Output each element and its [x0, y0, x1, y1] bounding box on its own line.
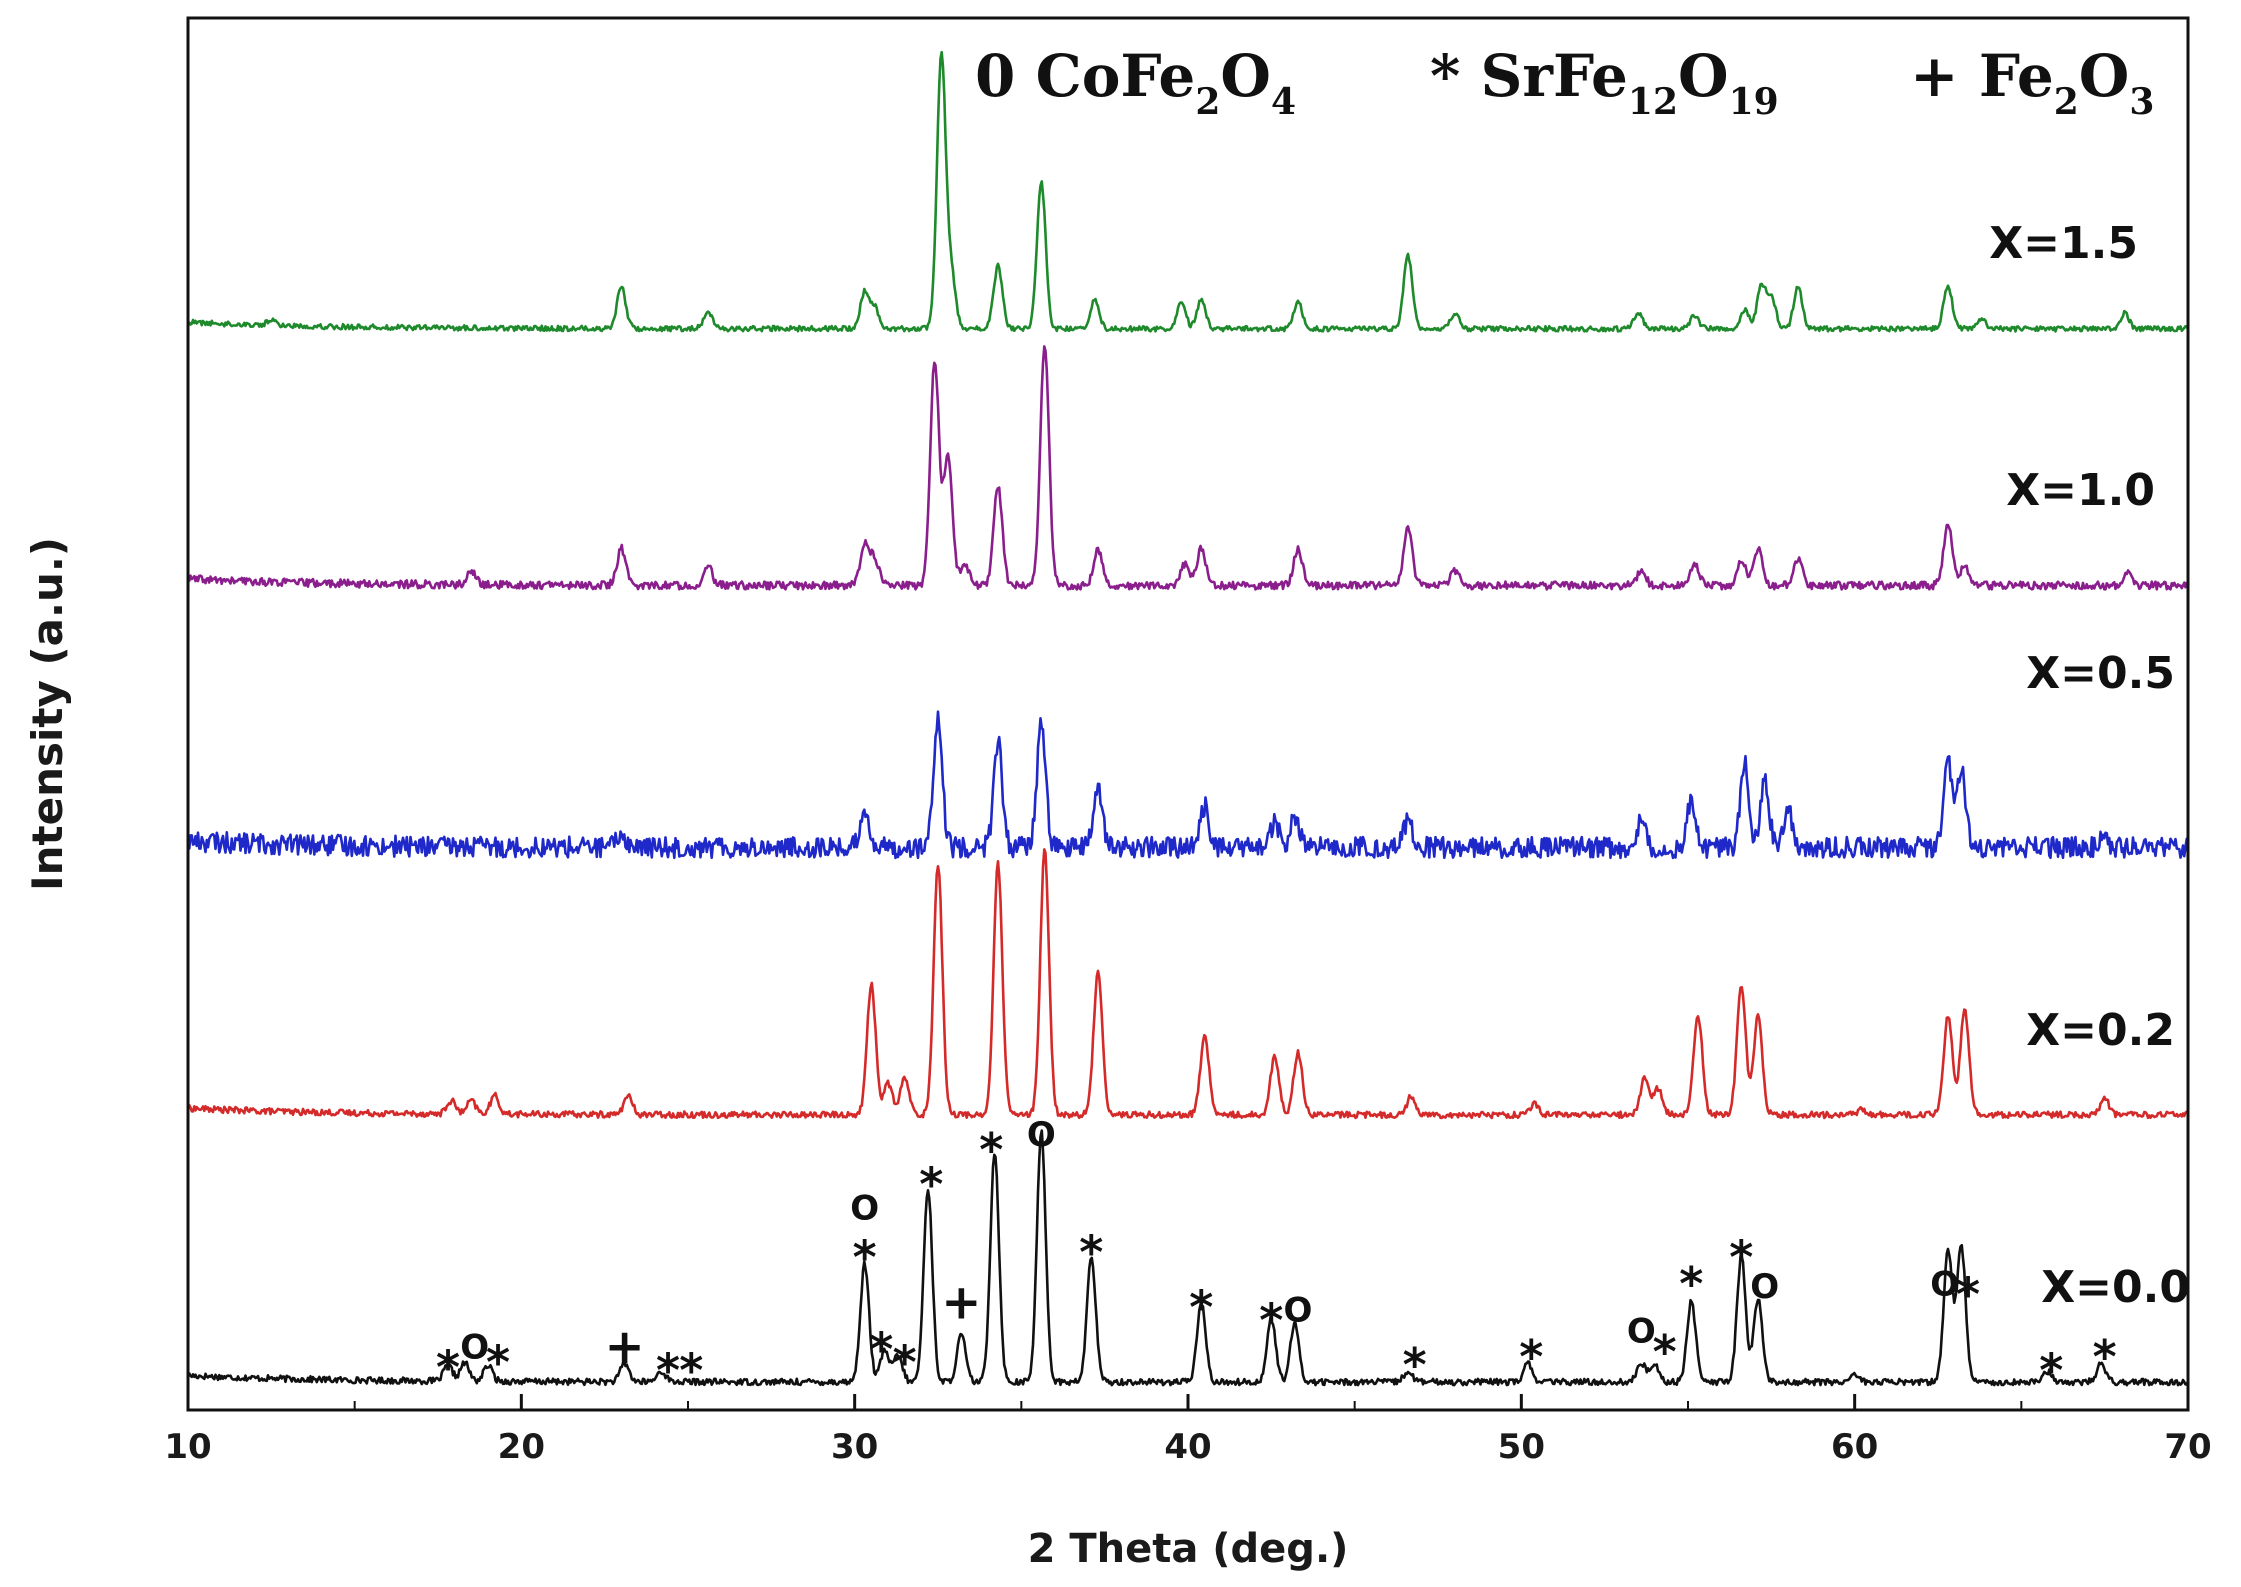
phase-marker: *: [2039, 1343, 2063, 1397]
series-label: X=0.0: [2041, 1262, 2190, 1313]
x-tick-label: 20: [498, 1427, 545, 1467]
legend-item: * SrFe12​O19​: [1430, 42, 1779, 123]
legend-element: Co: [1036, 42, 1121, 110]
phase-marker: *: [1956, 1267, 1980, 1321]
series-line-x-0-0: [186, 1129, 2190, 1387]
phase-marker: *: [1679, 1257, 1703, 1311]
legend-symbol: +: [1910, 42, 1959, 110]
legend-subscript: 19: [1729, 81, 1779, 123]
legend-subscript: 2: [1195, 81, 1220, 123]
x-axis-label: 2 Theta (deg.): [1028, 1526, 1349, 1572]
phase-marker: *: [436, 1341, 460, 1395]
phase-marker: *: [679, 1343, 703, 1397]
phase-marker: +: [605, 1319, 645, 1375]
series-layer: [186, 50, 2190, 1387]
legend: 0 CoFe2​O4​ * SrFe12​O19​ + Fe2​O3​: [975, 42, 2154, 123]
legend-subscript: 4: [1271, 81, 1296, 123]
x-tick-label: 30: [831, 1427, 878, 1467]
series-label: X=1.5: [1989, 218, 2138, 269]
series-line-x-1-0: [187, 345, 2190, 591]
legend-element: Fe: [1979, 42, 2054, 110]
phase-marker: +: [941, 1275, 981, 1331]
phase-marker: O: [1930, 1265, 1959, 1305]
x-axis-ticks: 10 20 30 40 50 60 70: [164, 1394, 2212, 1467]
phase-marker: *: [1189, 1280, 1213, 1334]
legend-element: Fe: [1553, 42, 1628, 110]
series-label: X=1.0: [2006, 465, 2155, 516]
phase-marker: *: [1403, 1338, 1427, 1392]
phase-marker: *: [893, 1335, 917, 1389]
series-labels: X=0.0 X=0.2 X=0.5 X=1.0 X=1.5: [1989, 218, 2190, 1313]
legend-subscript: 12: [1628, 81, 1678, 123]
series-label: X=0.5: [2026, 648, 2175, 699]
phase-marker: O: [460, 1327, 489, 1367]
phase-marker: *: [979, 1123, 1003, 1177]
legend-item: + Fe2​O3​: [1910, 42, 2154, 123]
legend-element: O: [1220, 42, 1271, 110]
phase-marker: *: [853, 1231, 877, 1285]
phase-marker: O: [1750, 1267, 1779, 1307]
x-tick-label: 40: [1164, 1427, 1211, 1467]
legend-symbol: *: [1430, 42, 1460, 110]
legend-element: Sr: [1481, 42, 1555, 110]
phase-marker: O: [1284, 1291, 1313, 1331]
phase-marker: *: [2093, 1330, 2117, 1384]
legend-symbol: 0: [975, 42, 1015, 110]
phase-marker: *: [1729, 1231, 1753, 1285]
phase-marker: O: [1027, 1115, 1056, 1155]
series-line-x-0-2: [186, 848, 2189, 1120]
legend-item: 0 CoFe2​O4​: [975, 42, 1296, 123]
legend-element: O: [2079, 42, 2130, 110]
y-axis-label: Intensity (a.u.): [23, 537, 72, 891]
x-tick-label: 10: [164, 1427, 211, 1467]
phase-marker: *: [1653, 1325, 1677, 1379]
legend-subscript: 2: [2054, 81, 2079, 123]
series-line-x-0-5: [186, 710, 2190, 860]
phase-marker: *: [919, 1157, 943, 1211]
phase-marker: *: [1519, 1330, 1543, 1384]
phase-marker: O: [1627, 1312, 1656, 1352]
legend-element: Fe: [1120, 42, 1195, 110]
phase-marker: *: [1259, 1294, 1283, 1348]
phase-marker: *: [486, 1335, 510, 1389]
x-tick-label: 60: [1831, 1427, 1878, 1467]
phase-marker: O: [850, 1189, 879, 1229]
legend-element: O: [1678, 42, 1729, 110]
phase-markers: * O* + * *O** **+* O** * O* * O** *O O** *: [436, 1115, 2117, 1397]
x-tick-label: 50: [1498, 1427, 1545, 1467]
series-label: X=0.2: [2026, 1005, 2175, 1056]
x-tick-label: 70: [2164, 1427, 2211, 1467]
series-line-x-1-5: [187, 50, 2189, 333]
phase-marker: *: [656, 1343, 680, 1397]
phase-marker: *: [869, 1322, 893, 1376]
phase-marker: *: [1079, 1225, 1103, 1279]
legend-subscript: 3: [2129, 81, 2154, 123]
